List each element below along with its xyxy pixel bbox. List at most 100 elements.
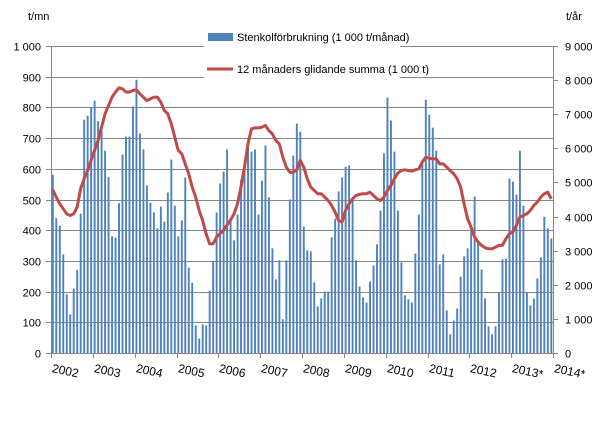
bar bbox=[508, 178, 511, 353]
bar bbox=[316, 306, 319, 353]
bar bbox=[198, 338, 201, 353]
right-tick-label: 0 bbox=[565, 349, 571, 361]
bar bbox=[191, 282, 194, 353]
bar bbox=[550, 238, 553, 353]
bar bbox=[229, 220, 232, 353]
bar bbox=[156, 228, 159, 353]
bar bbox=[355, 260, 358, 353]
bar bbox=[288, 199, 291, 353]
bar bbox=[177, 236, 180, 353]
bar bbox=[173, 205, 176, 353]
bar bbox=[145, 185, 148, 353]
left-tick-label: 0 bbox=[35, 349, 41, 361]
bar bbox=[180, 220, 183, 353]
bar bbox=[320, 298, 323, 353]
bar bbox=[271, 248, 274, 353]
right-tick-label: 5 000 bbox=[565, 178, 593, 190]
bar bbox=[292, 155, 295, 353]
bar bbox=[233, 240, 236, 353]
bar bbox=[302, 226, 305, 353]
bar bbox=[194, 325, 197, 353]
bar bbox=[449, 334, 452, 353]
bar bbox=[132, 106, 134, 353]
bar bbox=[201, 324, 204, 353]
bar bbox=[428, 114, 431, 354]
bar bbox=[498, 292, 500, 353]
bar bbox=[344, 166, 347, 353]
left-tick-label: 500 bbox=[23, 196, 41, 208]
bar bbox=[414, 253, 417, 353]
bar bbox=[525, 292, 528, 353]
bar bbox=[330, 237, 333, 353]
bar bbox=[403, 295, 406, 353]
bar bbox=[97, 121, 100, 353]
bar bbox=[435, 150, 438, 353]
bar bbox=[254, 149, 256, 353]
bar bbox=[313, 282, 316, 353]
bar bbox=[215, 212, 218, 353]
bar bbox=[515, 194, 518, 353]
bar bbox=[473, 196, 476, 353]
bar bbox=[386, 97, 389, 353]
legend: Stenkolförbrukning (1 000 t/månad) 12 må… bbox=[204, 28, 429, 78]
bar bbox=[142, 149, 145, 353]
bar bbox=[135, 79, 138, 354]
bar bbox=[543, 216, 546, 353]
left-tick-label: 400 bbox=[23, 226, 41, 238]
right-tick-label: 7 000 bbox=[565, 110, 593, 122]
bar bbox=[240, 179, 242, 353]
x-tick-label: 2011 bbox=[428, 361, 456, 380]
bar bbox=[445, 310, 448, 353]
left-tick-label: 700 bbox=[23, 134, 41, 146]
bar bbox=[351, 199, 354, 353]
right-tick-label: 1 000 bbox=[565, 315, 593, 327]
bar bbox=[90, 108, 93, 353]
bar bbox=[278, 260, 281, 353]
right-tick-label: 6 000 bbox=[565, 144, 593, 156]
bar bbox=[69, 314, 72, 353]
bar bbox=[128, 136, 131, 353]
right-tick-label: 9 000 bbox=[565, 42, 593, 54]
bar bbox=[379, 210, 382, 353]
bar bbox=[309, 251, 312, 353]
bar bbox=[477, 240, 480, 353]
bar bbox=[86, 115, 89, 353]
bar bbox=[149, 202, 152, 353]
bar bbox=[424, 99, 427, 353]
bar bbox=[456, 308, 459, 353]
bar bbox=[396, 210, 399, 353]
legend-bar-label: Stenkolförbrukning (1 000 t/månad) bbox=[237, 32, 409, 44]
bar bbox=[306, 250, 309, 353]
bar bbox=[459, 276, 462, 353]
x-tick-label: 2013* bbox=[511, 361, 545, 381]
bar bbox=[417, 214, 420, 353]
bar bbox=[62, 254, 65, 353]
bar bbox=[152, 212, 155, 353]
bar bbox=[463, 256, 466, 353]
bar bbox=[383, 153, 385, 353]
left-tick-label: 300 bbox=[23, 257, 41, 269]
bar bbox=[365, 302, 368, 353]
left-tick-label: 200 bbox=[23, 288, 41, 300]
left-tick-label: 800 bbox=[23, 103, 41, 115]
legend-background bbox=[204, 28, 400, 78]
bar bbox=[337, 191, 340, 353]
bar bbox=[76, 270, 79, 353]
x-tick-label: 2006 bbox=[218, 361, 247, 380]
bar bbox=[491, 334, 493, 353]
rolling-sum-line bbox=[51, 86, 553, 251]
bar bbox=[125, 136, 127, 353]
bar bbox=[407, 299, 410, 353]
bar bbox=[299, 131, 302, 353]
bar bbox=[501, 259, 504, 353]
bar bbox=[372, 265, 375, 353]
bar-series bbox=[51, 79, 553, 354]
bar bbox=[539, 257, 542, 353]
bar bbox=[522, 205, 525, 353]
bar bbox=[421, 163, 424, 353]
bar bbox=[480, 269, 483, 353]
bar bbox=[65, 294, 68, 353]
right-tick-label: 3 000 bbox=[565, 247, 593, 259]
bar bbox=[334, 218, 337, 353]
